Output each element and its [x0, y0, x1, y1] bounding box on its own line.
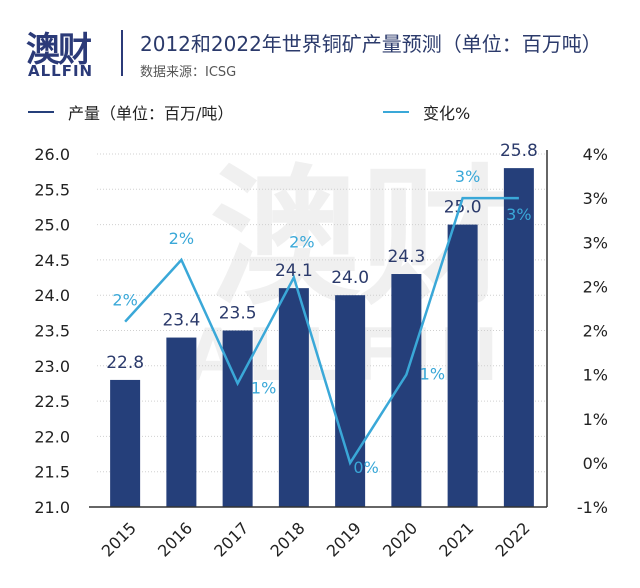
bar-label: 25.8 — [500, 141, 538, 161]
legend-swatch — [28, 111, 54, 113]
left-axis-tick: 21.0 — [34, 498, 70, 517]
right-axis-tick: -1% — [577, 498, 608, 517]
legend-item-change: 变化% — [383, 100, 470, 124]
logo-text: ALLFIN — [28, 62, 94, 80]
x-axis-tick: 2018 — [266, 518, 308, 560]
legend-swatch — [383, 111, 409, 113]
left-axis-tick: 23.0 — [34, 357, 70, 376]
right-axis-tick: 2% — [583, 322, 608, 341]
left-axis-tick: 26.0 — [34, 145, 70, 164]
line-label: 3% — [455, 167, 480, 186]
left-axis-tick: 24.5 — [34, 251, 70, 270]
x-axis-tick: 2019 — [323, 518, 365, 560]
left-axis-tick: 22.5 — [34, 392, 70, 411]
bar-2016 — [166, 337, 197, 507]
left-axis-tick: 22.0 — [34, 427, 70, 446]
x-axis-tick: 2020 — [379, 518, 421, 560]
x-axis-tick: 2017 — [210, 518, 252, 560]
x-axis-tick: 2021 — [435, 518, 477, 560]
left-axis-tick: 25.0 — [34, 216, 70, 235]
legend-item-production: 产量（单位：百万/吨） — [28, 100, 233, 124]
bar-label: 24.0 — [331, 268, 369, 288]
x-axis-tick: 2015 — [98, 518, 140, 560]
chart-title: 2012和2022年世界铜矿产量预测（单位：百万吨） — [140, 32, 602, 56]
legend-label: 产量（单位：百万/吨） — [68, 104, 234, 123]
line-label: 0% — [353, 458, 378, 477]
bar-label: 24.1 — [275, 261, 313, 281]
line-label: 1% — [251, 378, 276, 397]
bar-2022 — [503, 168, 534, 507]
bar-2018 — [278, 288, 309, 507]
line-label: 2% — [169, 229, 194, 248]
right-axis-tick: 3% — [583, 189, 608, 208]
left-axis-tick: 23.5 — [34, 322, 70, 341]
right-axis-tick: 1% — [583, 410, 608, 429]
line-label: 2% — [112, 291, 137, 310]
right-axis-tick: 4% — [583, 145, 608, 164]
logo-mark: 澳财 — [26, 30, 92, 70]
x-axis-tick: 2022 — [491, 518, 533, 560]
legend-label: 变化% — [423, 104, 471, 123]
bar-2019 — [335, 295, 366, 507]
bar-2021 — [447, 224, 478, 507]
bar-label: 22.8 — [106, 353, 144, 373]
bar-2017 — [222, 330, 253, 507]
chart-source: 数据来源：ICSG — [140, 65, 237, 80]
bar-label: 23.4 — [162, 311, 200, 331]
bar-label: 24.3 — [387, 247, 425, 267]
line-label: 3% — [506, 205, 531, 224]
header-divider — [121, 30, 123, 76]
right-axis-tick: 3% — [583, 233, 608, 252]
line-label: 1% — [420, 365, 445, 384]
bar-2015 — [110, 379, 141, 507]
left-axis-tick: 21.5 — [34, 463, 70, 482]
right-axis-tick: 2% — [583, 277, 608, 296]
left-axis-tick: 24.0 — [34, 286, 70, 305]
bar-label: 23.5 — [219, 304, 257, 324]
x-axis-tick: 2016 — [154, 518, 196, 560]
line-label: 2% — [289, 233, 314, 252]
left-axis-tick: 25.5 — [34, 180, 70, 199]
right-axis-tick: 1% — [583, 366, 608, 385]
bar-label: 25.0 — [444, 198, 482, 218]
change-line — [124, 196, 519, 466]
right-axis-tick: 0% — [583, 454, 608, 473]
